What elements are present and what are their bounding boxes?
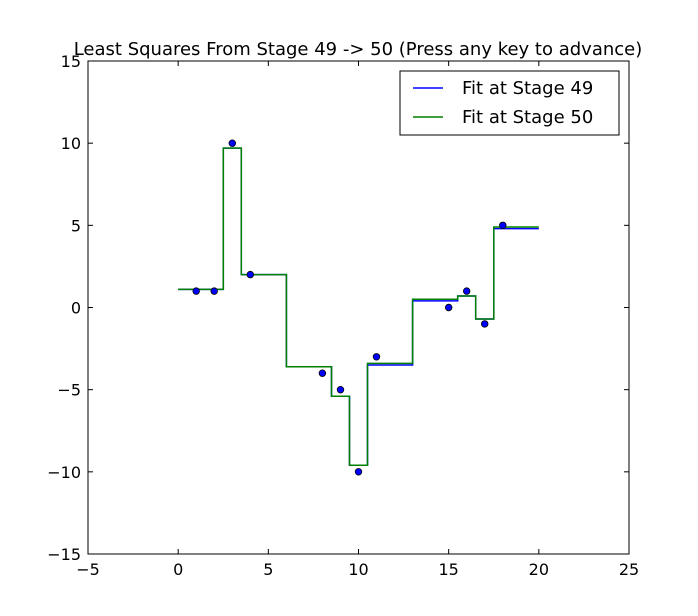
data-point-5 bbox=[336, 386, 345, 394]
data-point-10 bbox=[481, 320, 489, 328]
legend: Fit at Stage 49 Fit at Stage 50 bbox=[399, 70, 620, 136]
x-tick-label-1: 0 bbox=[173, 560, 183, 579]
y-tick-label-5: 10 bbox=[61, 134, 81, 153]
y-tick-label-6: 15 bbox=[61, 52, 81, 71]
data-point-8 bbox=[445, 303, 453, 312]
legend-box bbox=[399, 70, 620, 136]
data-point-9 bbox=[463, 287, 471, 295]
x-tick-label-4: 15 bbox=[438, 560, 458, 579]
legend-label-stage-49: Fit at Stage 49 bbox=[462, 78, 593, 99]
data-point-4 bbox=[318, 369, 327, 377]
x-tick-label-0: −5 bbox=[76, 560, 100, 579]
x-tick-label-2: 5 bbox=[263, 560, 273, 579]
chart-title: Least Squares From Stage 49 -> 50 (Press… bbox=[74, 39, 643, 60]
plot-area bbox=[178, 139, 539, 476]
series-line-0 bbox=[178, 147, 539, 467]
axis-ticks: −5 0 5 10 15 20 25 −15 −10 −5 0 5 10 15 bbox=[47, 52, 639, 579]
data-point-11 bbox=[499, 221, 507, 229]
y-tick-label-0: −15 bbox=[47, 545, 81, 564]
data-point-2 bbox=[228, 139, 236, 147]
legend-label-stage-50: Fit at Stage 50 bbox=[462, 107, 593, 128]
x-tick-label-3: 10 bbox=[348, 560, 368, 579]
data-point-0 bbox=[192, 287, 200, 295]
y-tick-label-1: −10 bbox=[47, 463, 81, 482]
y-tick-label-2: −5 bbox=[57, 381, 81, 400]
y-tick-label-4: 5 bbox=[71, 216, 81, 235]
data-point-6 bbox=[354, 468, 363, 476]
data-point-3 bbox=[246, 270, 254, 279]
x-tick-label-5: 20 bbox=[529, 560, 549, 579]
x-tick-label-6: 25 bbox=[619, 560, 639, 579]
data-point-1 bbox=[210, 287, 218, 295]
series-line-1 bbox=[178, 147, 539, 467]
data-point-7 bbox=[372, 353, 381, 361]
y-tick-label-3: 0 bbox=[71, 299, 81, 318]
